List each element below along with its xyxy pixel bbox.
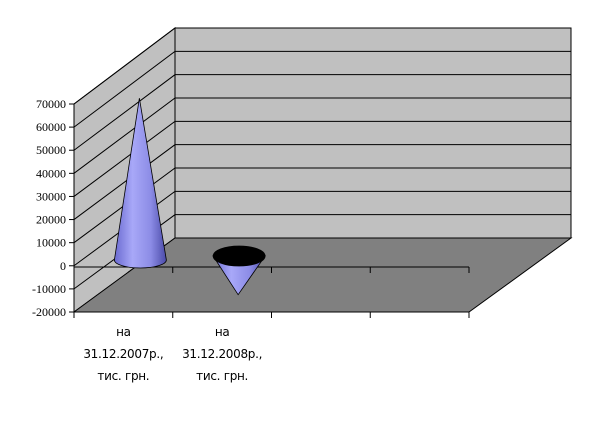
gridline — [73, 97, 571, 174]
cones — [113, 98, 266, 296]
cone-mark — [212, 245, 266, 296]
x-tick-label-line: тис. грн. — [196, 369, 248, 383]
y-tick-label: -20000 — [32, 305, 66, 319]
y-tick-label: 70000 — [36, 97, 66, 111]
x-tick-label-line: на — [116, 325, 131, 339]
gridline — [73, 214, 571, 290]
x-tick-label: на 31.12.2007р., тис. грн. — [83, 325, 163, 383]
cone-mark — [113, 98, 167, 269]
y-tick-label: -10000 — [32, 282, 66, 296]
x-tick-label-line: на — [215, 325, 230, 339]
y-tick-label: 60000 — [36, 120, 66, 134]
x-tick-label: на 31.12.2008р., тис. грн. — [182, 325, 262, 383]
gridline — [73, 27, 571, 105]
y-axis-ticks: 70000 60000 50000 40000 30000 20000 10000 0 -100… — [32, 97, 74, 319]
gridlines — [73, 27, 571, 290]
gridline — [73, 120, 571, 197]
y-tick-label: 30000 — [36, 189, 66, 203]
x-tick-label-line: тис. грн. — [97, 369, 149, 383]
cone-base-top — [212, 245, 266, 267]
gridline — [73, 190, 571, 267]
x-axis-ticks: на 31.12.2007р., тис. грн. на 31.12.2008р., т… — [73, 267, 470, 383]
y-tick-label: 0 — [60, 259, 66, 273]
x-tick-label-line: 31.12.2008р., — [182, 347, 262, 361]
y-tick-label: 40000 — [36, 166, 66, 180]
gridline — [73, 144, 571, 220]
gridline — [73, 50, 571, 128]
back-wall — [174, 27, 572, 239]
gridline — [73, 167, 571, 244]
y-tick-label: 50000 — [36, 143, 66, 157]
cone-body — [113, 98, 167, 269]
y-tick-label: 20000 — [36, 213, 66, 227]
gridline — [73, 74, 571, 151]
y-tick-label: 10000 — [36, 236, 66, 250]
x-tick-label-line: 31.12.2007р., — [83, 347, 163, 361]
